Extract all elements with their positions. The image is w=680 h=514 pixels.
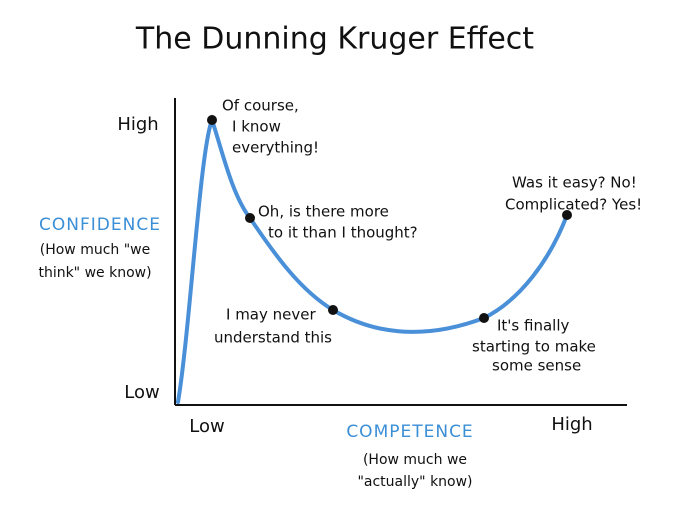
annotation: I know <box>232 118 281 136</box>
curve <box>176 114 569 404</box>
title: The Dunning Kruger Effect <box>135 22 534 57</box>
annotation: starting to make <box>472 338 596 356</box>
x-low: Low <box>189 416 224 437</box>
point <box>479 313 489 323</box>
point <box>562 210 572 220</box>
x-label: COMPETENCE <box>346 422 473 442</box>
annotation: I may never <box>226 306 316 324</box>
point <box>328 305 338 315</box>
annotation: some sense <box>492 357 581 375</box>
y-note: think" we know) <box>38 265 151 281</box>
y-label: CONFIDENCE <box>39 215 161 235</box>
point <box>207 115 217 125</box>
y-low: Low <box>124 382 159 403</box>
annotation: Complicated? Yes! <box>505 196 642 214</box>
annotation: to it than I thought? <box>268 224 418 242</box>
y-note: (How much "we <box>40 242 151 258</box>
annotation: everything! <box>232 139 319 157</box>
x-note: (How much we <box>363 452 467 468</box>
annotation: Of course, <box>222 97 299 115</box>
point <box>245 213 255 223</box>
x-high: High <box>551 414 592 435</box>
annotation: Was it easy? No! <box>512 174 637 192</box>
annotation: Oh, is there more <box>258 203 389 221</box>
annotation: understand this <box>214 329 332 347</box>
annotation: It's finally <box>497 317 569 335</box>
y-high: High <box>117 114 158 135</box>
x-note: "actually" know) <box>357 474 472 490</box>
